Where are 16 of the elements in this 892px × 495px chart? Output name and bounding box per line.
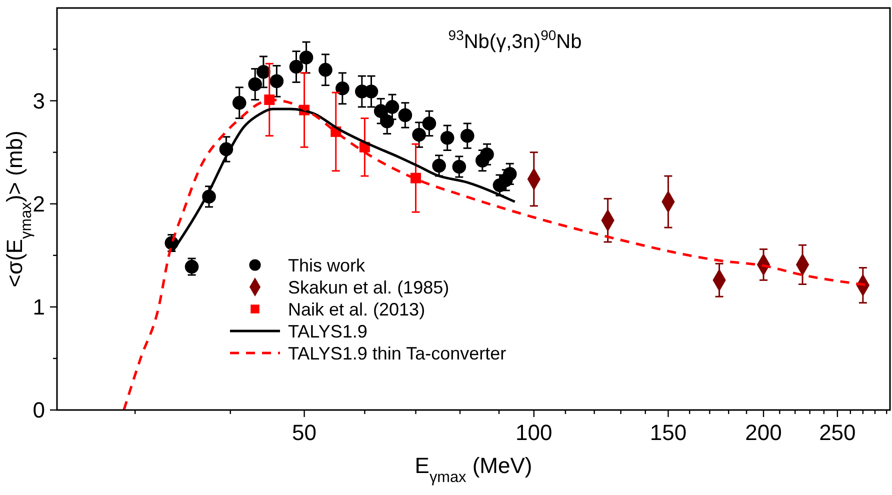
legend-label: TALYS1.9 thin Ta-converter: [288, 343, 506, 364]
text: $^{93}$Nb(γ,3n)$^{90}$Nb: [448, 27, 582, 53]
legend-label: TALYS1.9: [288, 321, 368, 342]
legend-label: This work: [288, 255, 366, 276]
y-tick-label: 1: [32, 294, 45, 320]
legend-label: Skakun et al. (1985): [288, 277, 450, 298]
x-axis-title: E$_{γmax}$ (MeV): [414, 453, 532, 486]
x-tick-label: 200: [745, 420, 782, 445]
y-tick-label: 2: [32, 192, 45, 217]
x-tick-label: 50: [292, 420, 317, 445]
legend-label: Naik et al. (2013): [288, 299, 426, 320]
y-tick-label: 0: [32, 398, 45, 423]
x-tick-label: 250: [819, 420, 856, 445]
y-tick-label: 3: [32, 88, 45, 114]
x-tick-label: 100: [516, 420, 552, 445]
x-tick-label: 150: [650, 420, 687, 445]
